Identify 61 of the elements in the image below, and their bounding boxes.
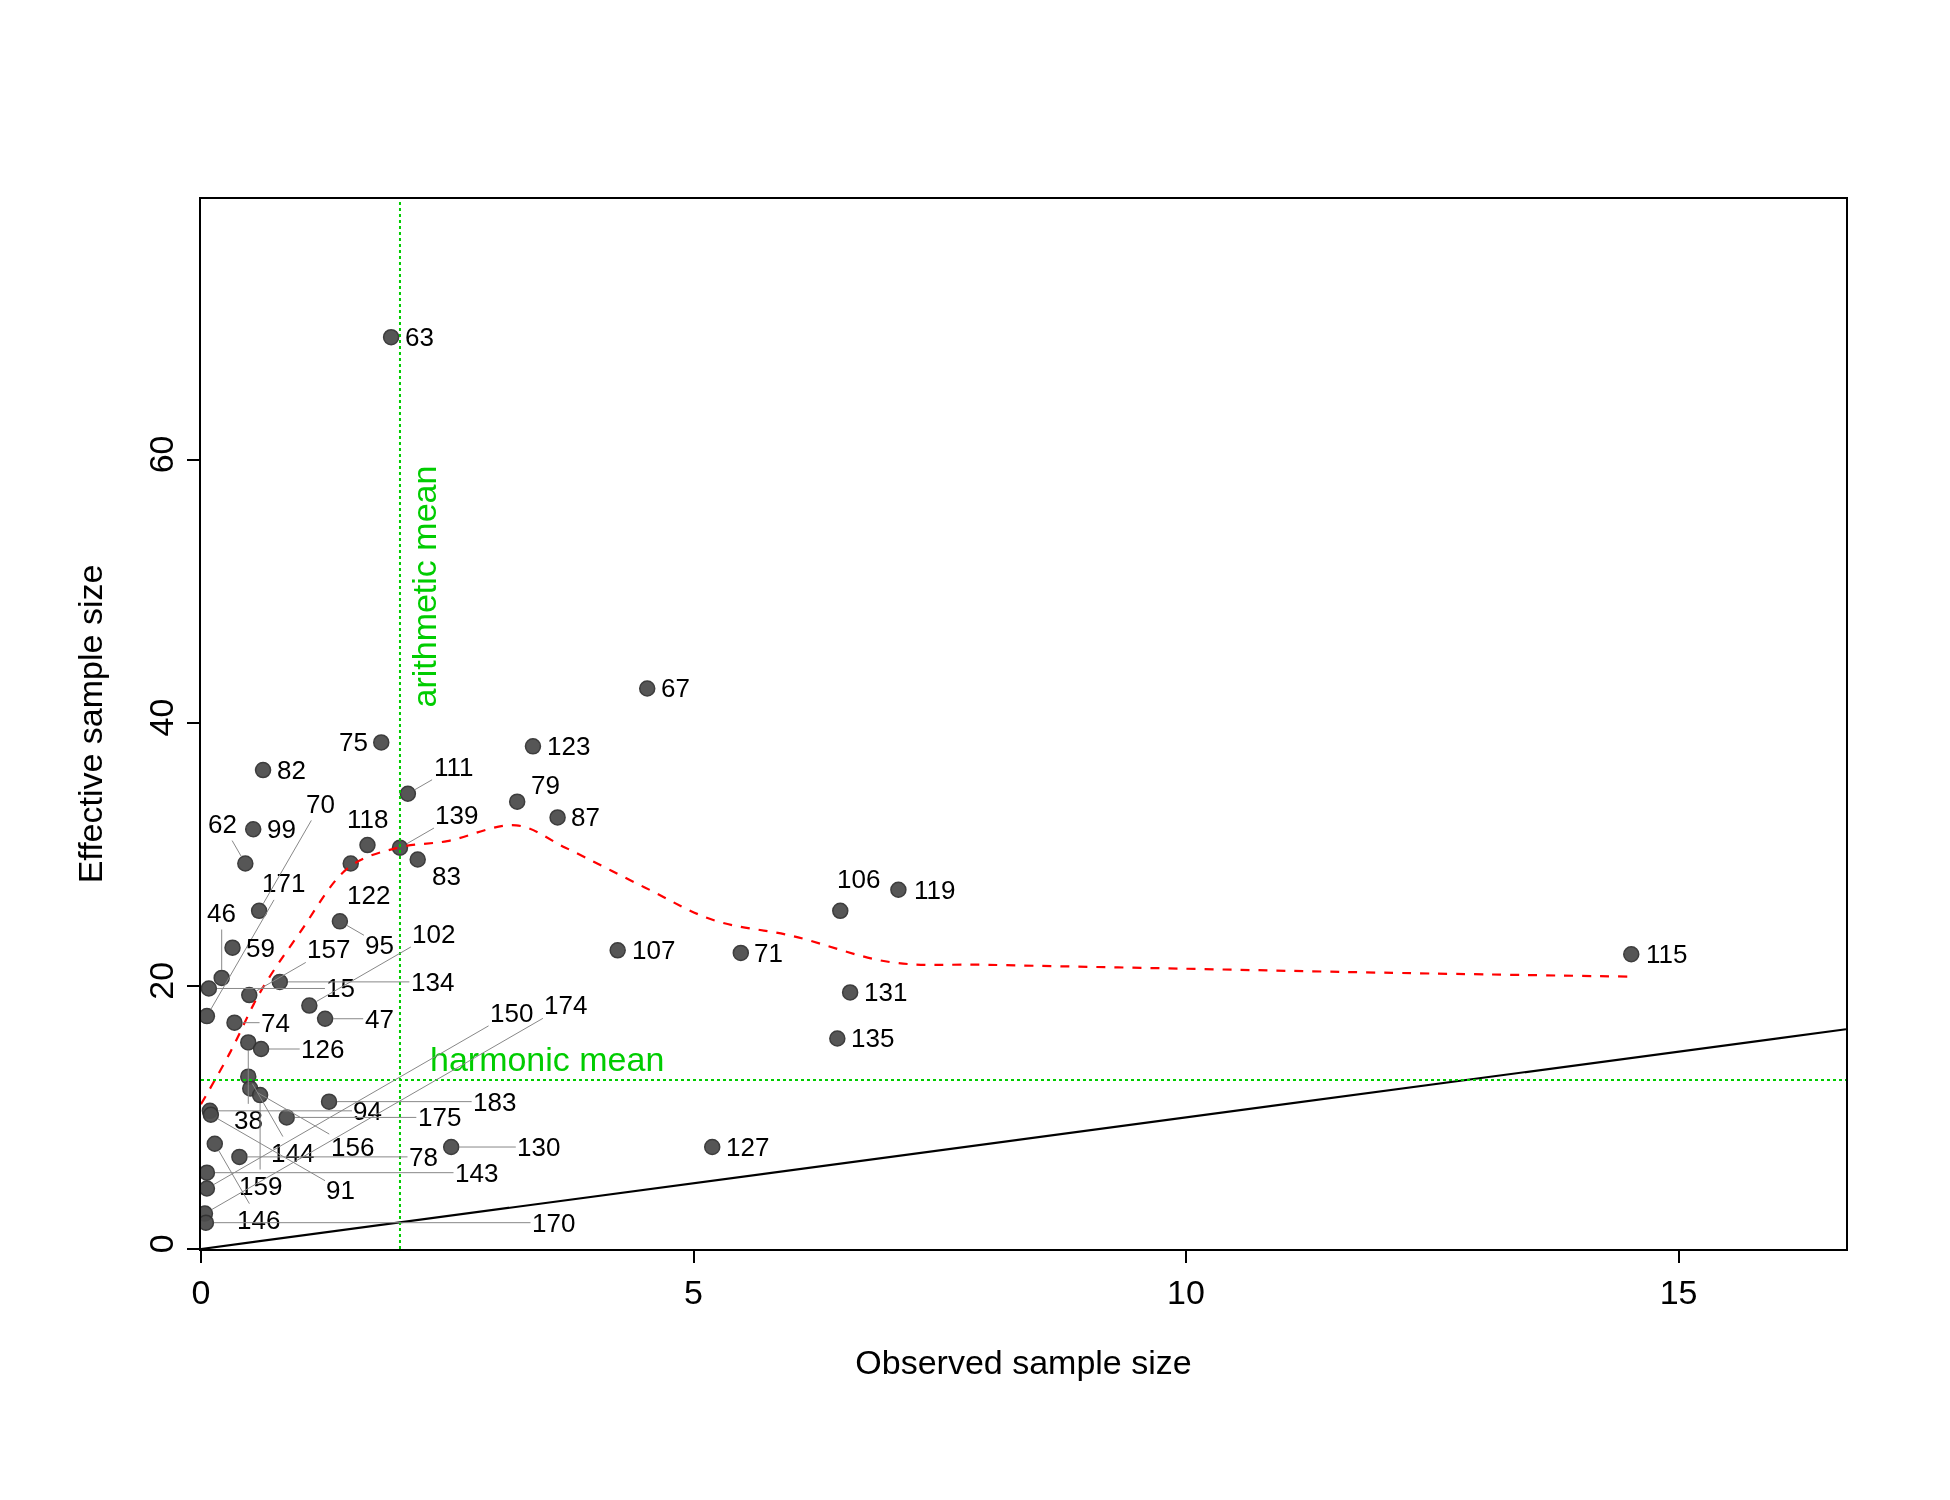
annotation: 170 (532, 1208, 576, 1238)
annotation: 102 (412, 919, 456, 949)
annotation: 122 (347, 880, 391, 910)
annotation: 115 (1646, 939, 1688, 969)
x-tick-label: 5 (684, 1272, 703, 1311)
x-tick-label: 15 (1659, 1272, 1698, 1311)
annotation: 99 (267, 814, 296, 844)
annotation: 83 (432, 861, 461, 891)
y-tick-label: 20 (142, 961, 181, 1000)
annotation: 87 (571, 802, 600, 832)
y-axis-title: Effective sample size (70, 564, 109, 884)
annotation: 139 (435, 800, 479, 830)
ref-line-label: harmonic mean (430, 1040, 665, 1078)
annotation: 118 (347, 804, 389, 834)
annotation: 47 (365, 1004, 394, 1034)
annotation: 75 (339, 727, 368, 757)
y-tick-label: 40 (142, 698, 181, 737)
annotation: 131 (864, 977, 908, 1007)
annotation: 135 (851, 1023, 895, 1053)
annotation: 106 (837, 864, 881, 894)
annotation: 123 (547, 731, 591, 761)
annotation: 150 (490, 998, 534, 1028)
annotation: 94 (353, 1096, 382, 1126)
annotation: 59 (246, 933, 275, 963)
annotation: 119 (914, 875, 956, 905)
ref-line-label: arithmetic mean (405, 465, 444, 708)
x-tick-label: 10 (1167, 1272, 1205, 1311)
x-tick-label: 0 (191, 1272, 211, 1311)
annotation: 183 (473, 1087, 517, 1117)
annotation: 175 (418, 1102, 462, 1132)
annotation: 144 (271, 1138, 315, 1168)
annotation: 171 (262, 868, 306, 898)
annotation: 111 (434, 752, 474, 782)
annotation: 107 (632, 935, 676, 965)
y-tick-label: 60 (142, 435, 181, 474)
annotation: 70 (306, 789, 335, 819)
annotation: 78 (409, 1142, 438, 1172)
annotation: 146 (237, 1205, 281, 1235)
annotation: 74 (261, 1008, 290, 1038)
annotation: 130 (517, 1132, 561, 1162)
annotation: 82 (277, 755, 306, 785)
x-axis-title: Observed sample size (855, 1342, 1192, 1381)
annotation: 174 (544, 990, 588, 1020)
y-tick-label: 0 (142, 1234, 181, 1254)
annotation: 79 (531, 770, 560, 800)
annotation: 127 (726, 1132, 770, 1162)
annotation: 38 (234, 1105, 263, 1135)
annotation: 91 (326, 1175, 355, 1205)
annotation: 95 (365, 930, 394, 960)
annotation: 143 (455, 1158, 499, 1188)
annotation: 46 (207, 898, 236, 928)
annotation: 63 (405, 322, 434, 352)
annotation: 134 (411, 967, 455, 997)
annotation: 67 (661, 673, 690, 703)
annotation: 159 (239, 1171, 283, 1201)
annotation: 156 (331, 1132, 375, 1162)
annotation: 62 (208, 809, 237, 839)
annotation: 126 (301, 1034, 345, 1064)
annotation: 71 (754, 938, 783, 968)
annotation: 157 (307, 934, 351, 964)
annotation: 15 (326, 973, 355, 1003)
